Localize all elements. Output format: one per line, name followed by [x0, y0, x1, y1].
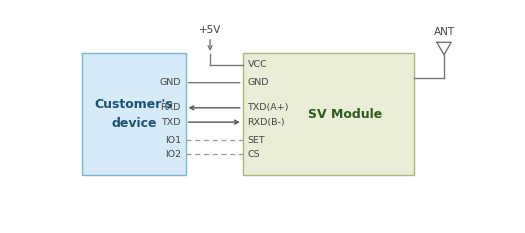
Text: ANT: ANT: [434, 27, 455, 37]
Bar: [82, 53, 186, 175]
Text: TXD(A+): TXD(A+): [247, 103, 289, 112]
Text: IO2: IO2: [165, 150, 181, 159]
Text: RXD(B-): RXD(B-): [247, 118, 285, 127]
Text: device: device: [111, 117, 156, 130]
Text: Customer's: Customer's: [94, 98, 173, 111]
Text: VCC: VCC: [247, 60, 267, 69]
Text: TXD: TXD: [161, 118, 181, 127]
Text: IO1: IO1: [165, 136, 181, 145]
Text: CS: CS: [247, 150, 260, 159]
Text: +5V: +5V: [199, 25, 221, 35]
Text: GND: GND: [247, 78, 269, 87]
Text: RXD: RXD: [161, 103, 181, 112]
Bar: [243, 53, 414, 175]
Text: SET: SET: [247, 136, 265, 145]
Text: SV Module: SV Module: [308, 108, 382, 120]
Text: GND: GND: [159, 78, 181, 87]
